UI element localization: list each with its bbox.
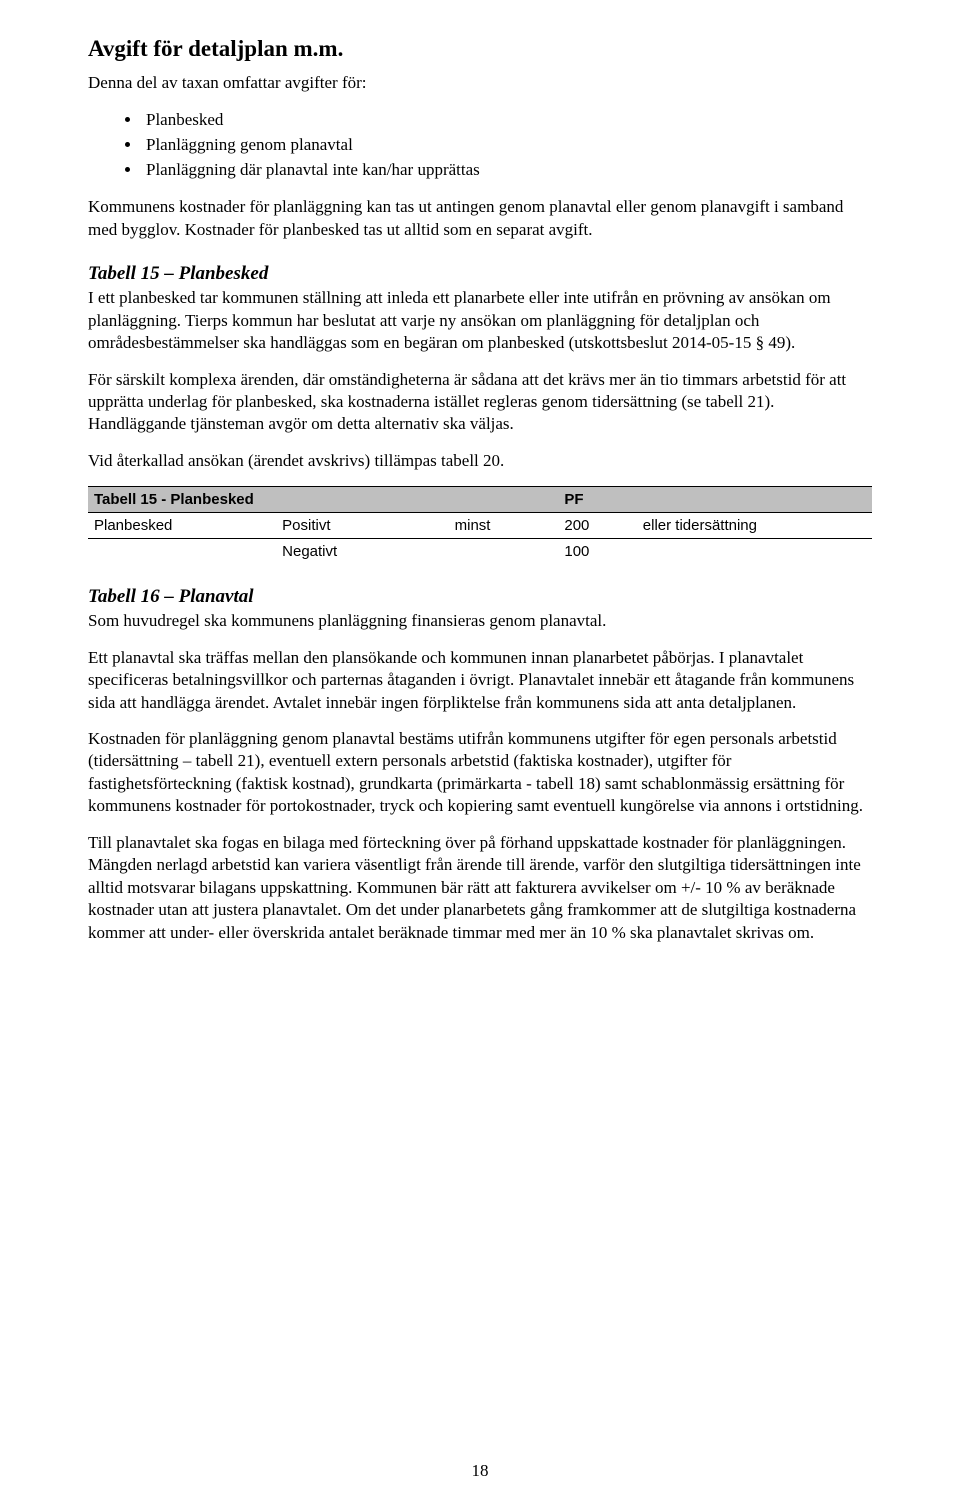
table-cell xyxy=(637,539,872,565)
table-cell: 200 xyxy=(558,513,636,539)
body-paragraph: I ett planbesked tar kommunen ställning … xyxy=(88,287,872,354)
list-item: Planläggning där planavtal inte kan/har … xyxy=(142,158,872,183)
body-paragraph: Kommunens kostnader för planläggning kan… xyxy=(88,196,872,241)
table-row: Negativt 100 xyxy=(88,539,872,565)
page-title: Avgift för detaljplan m.m. xyxy=(88,36,872,62)
list-item: Planläggning genom planavtal xyxy=(142,133,872,158)
list-item: Planbesked xyxy=(142,108,872,133)
table-row: Planbesked Positivt minst 200 eller tide… xyxy=(88,513,872,539)
section-15-heading: Tabell 15 – Planbesked xyxy=(88,263,872,285)
table-cell: Positivt xyxy=(276,513,448,539)
body-paragraph: Som huvudregel ska kommunens planläggnin… xyxy=(88,610,872,632)
table-header-cell: PF xyxy=(558,487,636,513)
table-header-cell xyxy=(637,487,872,513)
table-header-cell xyxy=(276,487,448,513)
body-paragraph: Till planavtalet ska fogas en bilaga med… xyxy=(88,832,872,944)
table-cell: 100 xyxy=(558,539,636,565)
table-header-cell xyxy=(449,487,559,513)
section-16-heading: Tabell 16 – Planavtal xyxy=(88,586,872,608)
page-number: 18 xyxy=(0,1461,960,1481)
table-15-planbesked: Tabell 15 - Planbesked PF Planbesked Pos… xyxy=(88,486,872,564)
table-header-row: Tabell 15 - Planbesked PF xyxy=(88,487,872,513)
bullet-list: Planbesked Planläggning genom planavtal … xyxy=(88,108,872,182)
table-header-cell: Tabell 15 - Planbesked xyxy=(88,487,276,513)
body-paragraph: För särskilt komplexa ärenden, där omstä… xyxy=(88,369,872,436)
table-cell: Negativt xyxy=(276,539,448,565)
table-cell: minst xyxy=(449,513,559,539)
page: Avgift för detaljplan m.m. Denna del av … xyxy=(0,0,960,1509)
body-paragraph: Kostnaden för planläggning genom planavt… xyxy=(88,728,872,818)
table-cell xyxy=(449,539,559,565)
body-paragraph: Vid återkallad ansökan (ärendet avskrivs… xyxy=(88,450,872,472)
body-paragraph: Ett planavtal ska träffas mellan den pla… xyxy=(88,647,872,714)
table-cell: eller tidersättning xyxy=(637,513,872,539)
intro-paragraph: Denna del av taxan omfattar avgifter för… xyxy=(88,72,872,94)
table-cell: Planbesked xyxy=(88,513,276,539)
table-cell xyxy=(88,539,276,565)
